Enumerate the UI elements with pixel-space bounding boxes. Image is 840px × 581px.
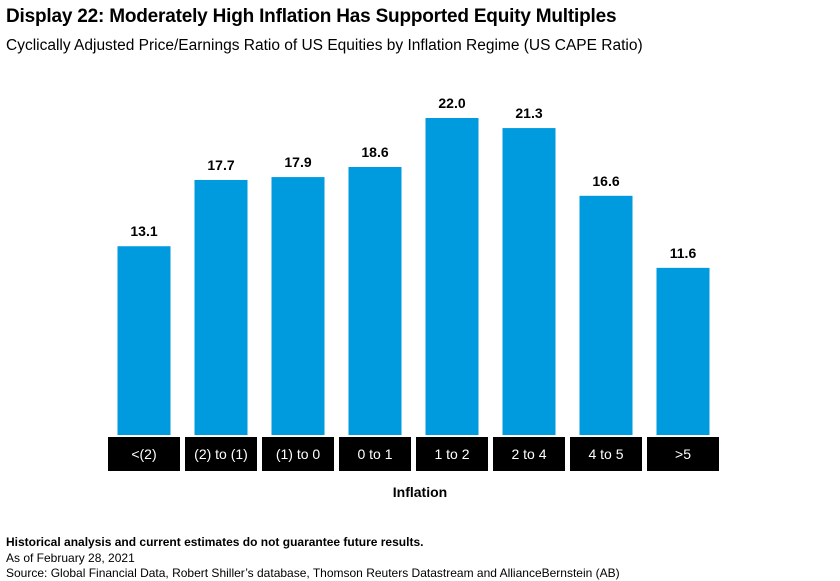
- category-tick-label-5: 2 to 4: [511, 446, 546, 462]
- data-label-3: 18.6: [361, 144, 388, 160]
- x-axis-label: Inflation: [392, 484, 448, 500]
- category-tick-label-6: 4 to 5: [588, 446, 623, 462]
- category-tick-label-3: 0 to 1: [357, 446, 392, 462]
- data-label-2: 17.9: [284, 154, 311, 170]
- bar-7: [656, 267, 710, 435]
- bar-5: [502, 128, 556, 435]
- bar-2: [271, 177, 325, 435]
- category-label-bg-6: [570, 437, 642, 471]
- category-tick-label-1: (2) to (1): [194, 446, 248, 462]
- category-tick-label-2: (1) to 0: [276, 446, 321, 462]
- category-label-bg-1: [185, 437, 257, 471]
- category-label-bg-0: [108, 437, 180, 471]
- bar-1: [194, 179, 248, 435]
- bar-4: [425, 118, 479, 435]
- category-tick-label-4: 1 to 2: [434, 446, 469, 462]
- chart-subtitle: Cyclically Adjusted Price/Earnings Ratio…: [6, 37, 643, 54]
- data-label-1: 17.7: [207, 157, 234, 173]
- category-tick-label-0: <(2): [131, 446, 156, 462]
- category-label-bg-2: [262, 437, 334, 471]
- data-label-5: 21.3: [515, 105, 542, 121]
- category-label-bg-4: [416, 437, 488, 471]
- category-label-bg-5: [493, 437, 565, 471]
- disclaimer-text: Historical analysis and current estimate…: [6, 535, 424, 549]
- category-tick-label-7: >5: [675, 446, 691, 462]
- source-note: Source: Global Financial Data, Robert Sh…: [6, 566, 620, 580]
- bar-3: [348, 166, 402, 435]
- bar-6: [579, 195, 633, 435]
- data-label-6: 16.6: [592, 173, 619, 189]
- chart-title: Display 22: Moderately High Inflation Ha…: [6, 6, 617, 27]
- bar-0: [117, 246, 171, 435]
- category-label-bg-7: [647, 437, 719, 471]
- data-label-7: 11.6: [670, 245, 697, 261]
- category-label-bg-3: [339, 437, 411, 471]
- data-label-4: 22.0: [438, 95, 465, 111]
- data-label-0: 13.1: [130, 223, 157, 239]
- as-of-date: As of February 28, 2021: [6, 551, 135, 565]
